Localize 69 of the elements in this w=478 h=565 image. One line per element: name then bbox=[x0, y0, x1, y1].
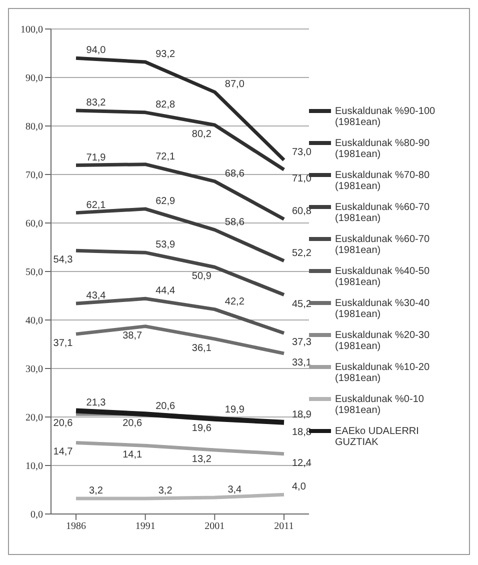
y-tick-label: 40,0 bbox=[26, 316, 43, 327]
data-label: 20,6 bbox=[53, 418, 74, 430]
data-label: 72,1 bbox=[156, 151, 176, 162]
data-label: 54,3 bbox=[53, 254, 74, 266]
data-label: 3,4 bbox=[228, 484, 242, 496]
y-tick-label: 80,0 bbox=[26, 122, 43, 133]
legend-label: Euskaldunak %60-70 (1981ean) bbox=[335, 234, 431, 256]
data-label: 87,0 bbox=[224, 79, 245, 90]
data-label: 53,9 bbox=[156, 240, 176, 251]
x-tick-label: 2011 bbox=[274, 521, 294, 532]
line-series bbox=[74, 108, 286, 172]
x-tick-label: 2001 bbox=[204, 521, 225, 532]
y-tick-label: 90,0 bbox=[26, 73, 43, 84]
data-label: 62,9 bbox=[156, 196, 176, 207]
y-tick-label: 70,0 bbox=[26, 170, 43, 182]
data-label: 33,1 bbox=[292, 357, 312, 368]
data-label: 93,2 bbox=[156, 48, 176, 60]
data-label: 36,1 bbox=[192, 342, 212, 354]
data-label: 12,4 bbox=[292, 458, 312, 469]
data-label: 52,2 bbox=[292, 248, 312, 259]
legend-label: Euskaldunak %60-70 (1981ean) bbox=[335, 202, 431, 224]
data-label: 20,6 bbox=[156, 401, 176, 412]
data-label: 83,2 bbox=[86, 97, 106, 108]
data-label: 60,8 bbox=[292, 206, 312, 218]
data-label: 71,9 bbox=[86, 152, 106, 164]
data-label: 62,1 bbox=[86, 200, 106, 211]
data-label: 58,6 bbox=[224, 216, 245, 228]
data-label: 37,1 bbox=[53, 338, 74, 350]
y-tick-label: 60,0 bbox=[26, 218, 43, 230]
data-label: 44,4 bbox=[156, 286, 176, 297]
x-tick-label: 1991 bbox=[135, 521, 156, 532]
data-label: 14,1 bbox=[122, 450, 142, 461]
data-label: 3,2 bbox=[158, 485, 173, 496]
data-label: 82,8 bbox=[156, 99, 176, 110]
legend-label: Euskaldunak %10-20 (1981ean) bbox=[335, 362, 431, 384]
data-label: 21,3 bbox=[86, 398, 106, 409]
legend-label: EAEko UDALERRI GUZTIAK bbox=[335, 426, 420, 448]
data-label: 42,2 bbox=[224, 296, 245, 308]
data-label: 18,9 bbox=[292, 409, 312, 420]
data-label: 20,6 bbox=[122, 418, 142, 430]
data-label: 13,2 bbox=[192, 454, 212, 465]
legend-label: Euskaldunak %40-50 (1981ean) bbox=[335, 266, 431, 288]
data-label: 73,0 bbox=[292, 146, 312, 158]
y-tick-label: 50,0 bbox=[26, 267, 43, 278]
y-tick-label: 30,0 bbox=[26, 364, 43, 376]
y-tick-label: 20,0 bbox=[26, 412, 43, 424]
y-tick-label: 0,0 bbox=[30, 510, 43, 521]
line-series bbox=[74, 324, 286, 356]
y-tick-label: 100,0 bbox=[20, 24, 43, 36]
data-label: 4,0 bbox=[292, 482, 306, 493]
legend-label: Euskaldunak %70-80 (1981ean) bbox=[335, 170, 431, 192]
data-label: 68,6 bbox=[224, 168, 245, 180]
data-label: 19,6 bbox=[192, 422, 212, 434]
data-label: 94,0 bbox=[86, 45, 106, 56]
x-tick-label: 1986 bbox=[66, 521, 86, 532]
legend-label: Euskaldunak %90-100 (1981ean) bbox=[335, 106, 436, 128]
data-label: 38,7 bbox=[122, 330, 142, 342]
data-label: 43,4 bbox=[86, 290, 106, 302]
y-tick-label: 10,0 bbox=[26, 461, 43, 472]
legend-label: Euskaldunak %0-10 (1981ean) bbox=[335, 394, 425, 416]
data-label: 19,9 bbox=[224, 404, 245, 416]
data-label: 14,7 bbox=[53, 446, 74, 458]
data-label: 50,9 bbox=[192, 271, 212, 282]
legend-label: Euskaldunak %80-90 (1981ean) bbox=[335, 138, 431, 160]
data-label: 3,2 bbox=[89, 485, 104, 496]
data-label: 80,2 bbox=[192, 129, 212, 140]
data-label: 37,3 bbox=[292, 337, 312, 348]
legend-label: Euskaldunak %20-30 (1981ean) bbox=[335, 330, 431, 352]
legend-label: Euskaldunak %30-40 (1981ean) bbox=[335, 298, 431, 320]
